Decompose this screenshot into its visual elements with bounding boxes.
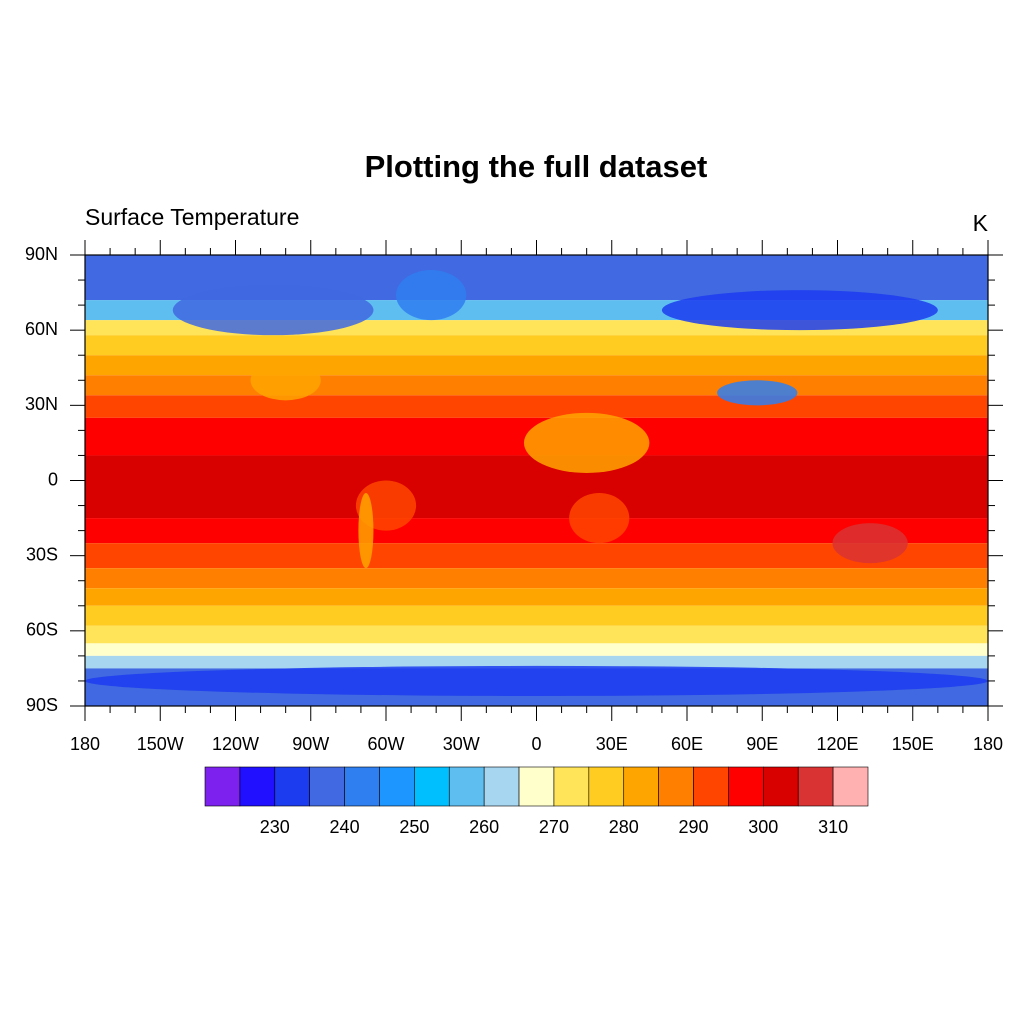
field-band <box>85 605 988 626</box>
colorbar-box <box>832 766 869 807</box>
field-feature <box>832 523 908 564</box>
colorbar-box <box>414 766 450 807</box>
colorbar-box <box>693 766 729 807</box>
field-feature <box>172 285 374 336</box>
colorbar-box <box>483 766 520 807</box>
axis-ticks: 180 150W 120W 90W 60W 30W 0 30E 60E 90E 120E 150E 18… <box>25 240 1003 754</box>
field-band <box>85 335 988 356</box>
lon-label: 0 <box>531 734 541 754</box>
field-band <box>85 395 988 418</box>
title: Plotting the full dataset <box>365 149 708 184</box>
colorbar-label: 270 <box>539 817 569 837</box>
lat-label: 30N <box>25 394 58 414</box>
field-feature <box>396 270 467 321</box>
lon-label: 60W <box>367 734 404 754</box>
field-band <box>85 625 988 644</box>
field-band <box>85 643 988 656</box>
lat-label: 0 <box>48 469 58 489</box>
colorbar-label: 310 <box>818 817 848 837</box>
units-label: K <box>973 210 989 236</box>
lon-label: 120W <box>212 734 259 754</box>
lon-label: 150W <box>137 734 184 754</box>
field-band <box>85 375 988 396</box>
lon-label: 90W <box>292 734 329 754</box>
colorbar-label: 280 <box>609 817 639 837</box>
left-label: Surface Temperature <box>85 204 299 230</box>
colorbar-label: 240 <box>330 817 360 837</box>
field-band <box>85 355 988 376</box>
field-feature <box>569 493 630 544</box>
field-band <box>85 568 988 589</box>
colorbar-box <box>344 766 380 807</box>
colorbar-box <box>763 766 799 807</box>
colorbar-box <box>204 766 241 807</box>
colorbar-box <box>623 766 659 807</box>
field-feature <box>358 493 374 569</box>
colorbar-box <box>239 766 276 807</box>
colorbar-box <box>553 766 590 807</box>
field-band <box>85 655 988 669</box>
lon-label: 90E <box>746 734 778 754</box>
field-band <box>85 455 988 519</box>
colorbar-box <box>588 766 625 807</box>
lat-label: 90N <box>25 244 58 264</box>
lon-label: 120E <box>816 734 858 754</box>
field-feature <box>250 360 321 401</box>
colorbar-label: 290 <box>679 817 709 837</box>
lon-label: 30W <box>443 734 480 754</box>
temperature-field <box>85 255 988 706</box>
lon-label: 60E <box>671 734 703 754</box>
colorbar-box <box>518 766 555 807</box>
lon-label: 150E <box>892 734 934 754</box>
colorbar-box <box>274 766 310 807</box>
colorbar-label: 260 <box>469 817 499 837</box>
lat-label: 60N <box>25 319 58 339</box>
colorbar-label: 250 <box>399 817 429 837</box>
lon-label: 180 <box>973 734 1003 754</box>
colorbar-label: 230 <box>260 817 290 837</box>
colorbar-box <box>448 766 485 807</box>
colorbar-box <box>309 766 345 807</box>
lat-label: 60S <box>26 620 58 640</box>
field-feature <box>523 412 650 473</box>
field-feature <box>717 380 798 406</box>
colorbar-box <box>797 766 834 807</box>
colorbar-box <box>379 766 415 807</box>
lon-label: 30E <box>596 734 628 754</box>
lon-label: 180 <box>70 734 100 754</box>
colorbar-label: 300 <box>748 817 778 837</box>
lat-label: 90S <box>26 695 58 715</box>
field-feature <box>85 665 988 696</box>
colorbar-box <box>728 766 764 807</box>
colorbar-box <box>658 766 694 807</box>
field-band <box>85 588 988 606</box>
colorbar: 230 240 250 260 270 280 290 300 310 <box>204 766 869 837</box>
lat-label: 30S <box>26 544 58 564</box>
field-feature <box>661 290 938 331</box>
